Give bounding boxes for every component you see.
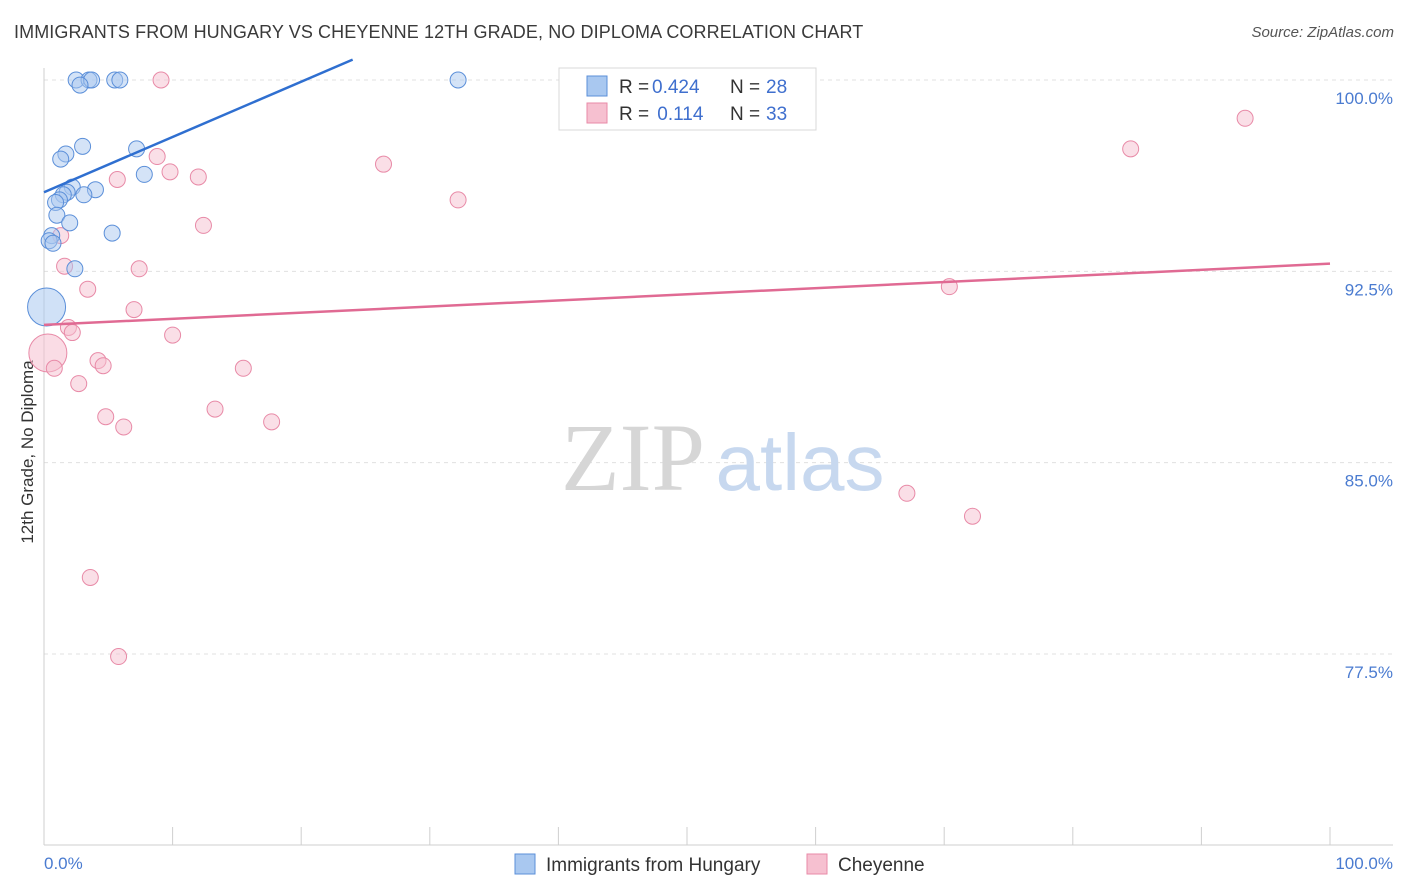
watermark-atlas: atlas xyxy=(716,418,885,507)
legend-n-label-pink: N = xyxy=(730,104,760,125)
x-tick-labels: 0.0% 100.0% xyxy=(44,854,1393,873)
trend-line-cheyenne xyxy=(43,262,1331,327)
series-cheyenne xyxy=(28,71,1254,666)
hungary-point-19 xyxy=(48,206,66,224)
hungary-point-4 xyxy=(111,71,129,89)
hungary-point-24 xyxy=(44,234,62,252)
cheyenne-point-26 xyxy=(97,408,115,426)
cheyenne-point-28 xyxy=(115,418,133,436)
hungary-point-10 xyxy=(52,150,70,168)
watermark-zip: ZIP xyxy=(561,404,705,511)
hungary-point-11 xyxy=(135,165,153,183)
hungary-point-7 xyxy=(74,137,92,155)
cheyenne-point-27 xyxy=(263,413,281,431)
cheyenne-point-23 xyxy=(234,359,252,377)
hungary-point-25 xyxy=(66,260,84,278)
cheyenne-point-22 xyxy=(45,359,63,377)
trend-line-hungary xyxy=(43,58,354,194)
legend-r-value-pink: 0.114 xyxy=(652,104,704,125)
legend-r-label-pink: R = xyxy=(619,104,649,125)
y-tick-label-2: 92.5% xyxy=(1345,280,1393,299)
cheyenne-point-21 xyxy=(94,357,112,375)
cheyenne-point-31 xyxy=(81,568,99,586)
cheyenne-point-6 xyxy=(189,168,207,186)
cheyenne-point-7 xyxy=(108,170,126,188)
cheyenne-point-32 xyxy=(110,648,128,666)
cheyenne-point-8 xyxy=(449,191,467,209)
cheyenne-point-4 xyxy=(375,155,393,173)
legend-swatch-blue xyxy=(586,75,608,97)
legend-swatch-cheyenne xyxy=(806,853,828,875)
cheyenne-point-12 xyxy=(130,260,148,278)
hungary-point-26 xyxy=(27,287,67,327)
cheyenne-point-3 xyxy=(148,148,166,166)
legend-swatch-hungary xyxy=(514,853,536,875)
legend-label-hungary: Immigrants from Hungary xyxy=(546,855,761,876)
hungary-point-21 xyxy=(103,224,121,242)
cheyenne-point-5 xyxy=(161,163,179,181)
cheyenne-point-9 xyxy=(194,216,212,234)
series-hungary xyxy=(27,71,467,327)
y-tick-label-0: 77.5% xyxy=(1345,663,1393,682)
y-tick-labels: 77.5% 85.0% 92.5% 100.0% xyxy=(1335,89,1393,682)
legend-n-value-blue: 28 xyxy=(766,77,787,98)
hungary-point-5 xyxy=(71,76,89,94)
legend-r-label-blue: R = xyxy=(619,77,649,98)
cheyenne-point-2 xyxy=(1122,140,1140,158)
x-tick-label-min: 0.0% xyxy=(44,854,83,873)
legend-n-value-pink: 33 xyxy=(766,104,787,125)
legend-r-value-blue: 0.424 xyxy=(652,77,700,98)
watermark: ZIP atlas xyxy=(561,404,884,511)
hungary-point-6 xyxy=(449,71,467,89)
cheyenne-point-17 xyxy=(63,324,81,342)
cheyenne-point-15 xyxy=(125,301,143,319)
y-tick-label-3: 100.0% xyxy=(1335,89,1393,108)
cheyenne-point-18 xyxy=(164,326,182,344)
stats-legend: R = 0.424 N = 28 R = 0.114 N = 33 xyxy=(558,67,817,131)
y-tick-label-1: 85.0% xyxy=(1345,472,1393,491)
legend-label-cheyenne: Cheyenne xyxy=(838,855,925,876)
cheyenne-point-13 xyxy=(79,280,97,298)
x-tick-label-max: 100.0% xyxy=(1335,854,1393,873)
chart-title: IMMIGRANTS FROM HUNGARY VS CHEYENNE 12TH… xyxy=(14,22,864,42)
series-legend: Immigrants from Hungary Cheyenne xyxy=(514,853,925,876)
cheyenne-point-0 xyxy=(152,71,170,89)
cheyenne-point-1 xyxy=(1236,109,1254,127)
legend-n-label-blue: N = xyxy=(730,77,760,98)
y-axis-title: 12th Grade, No Diploma xyxy=(18,360,37,544)
source-label: Source: ZipAtlas.com xyxy=(1251,24,1394,41)
hungary-point-20 xyxy=(61,214,79,232)
cheyenne-point-25 xyxy=(206,400,224,418)
legend-swatch-pink xyxy=(586,102,608,124)
trend-lines xyxy=(43,58,1331,327)
cheyenne-point-24 xyxy=(70,375,88,393)
cheyenne-point-29 xyxy=(898,484,916,502)
cheyenne-point-30 xyxy=(963,507,981,525)
hungary-point-16 xyxy=(75,186,93,204)
axes xyxy=(43,68,1393,846)
